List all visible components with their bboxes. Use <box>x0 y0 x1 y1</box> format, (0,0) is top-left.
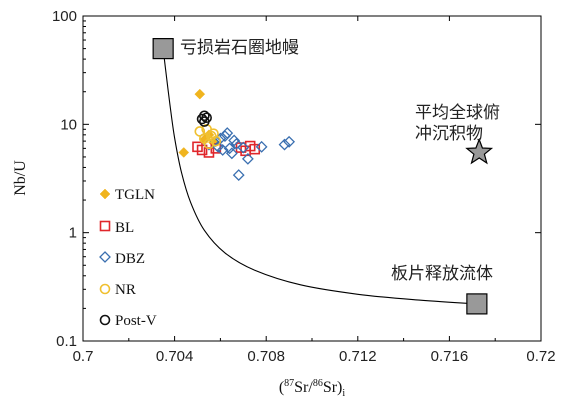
legend-markers <box>99 188 111 326</box>
mixing-curve-layer <box>162 48 477 305</box>
y-tick-label: 0.1 <box>56 333 77 350</box>
point-dbz <box>221 127 234 140</box>
legend-marker-nr <box>99 283 111 295</box>
plot-area <box>82 15 542 342</box>
point-dbz <box>283 135 296 148</box>
legend-marker-dbz <box>99 251 111 263</box>
y-axis-title: Nb/U <box>12 160 29 196</box>
x-title-sup1: 87 <box>284 378 294 389</box>
point-dbz <box>232 169 245 182</box>
point-dbz <box>237 141 250 154</box>
x-tick-label: 0.704 <box>156 348 194 365</box>
x-axis-title: (87Sr/86Sr)i <box>279 378 346 399</box>
x-tick-label: 0.716 <box>431 348 469 365</box>
point-dbz <box>216 144 229 156</box>
point-tgln <box>178 147 190 158</box>
point-dbz <box>228 134 241 147</box>
annotation-sediment-line1: 平均全球俯 <box>415 103 500 123</box>
point-dbz <box>255 140 268 153</box>
legend-label-dbz: DBZ <box>115 251 145 267</box>
legend-marker-bl <box>99 220 111 232</box>
legend-label-tgln: TGLN <box>115 187 155 203</box>
point-tgln <box>194 88 206 100</box>
point-dbz <box>230 137 243 150</box>
annotation-depleted-mantle: 亏损岩石圈地幔 <box>180 38 299 58</box>
x-title-open: ( <box>279 379 284 396</box>
data-points <box>178 88 296 182</box>
x-title-close: Sr) <box>323 379 343 396</box>
end-member-markers <box>152 38 494 315</box>
point-nr <box>210 135 222 147</box>
point-post-v <box>199 116 210 127</box>
annotation-sediment-line2: 冲沉积物 <box>415 124 483 144</box>
y-tick-label: 100 <box>52 8 77 25</box>
x-title-sub: i <box>342 388 345 399</box>
x-title-mid: Sr/ <box>294 379 313 396</box>
annotation-slab-fluid: 板片释放流体 <box>391 264 493 284</box>
x-tick-label: 0.7 <box>73 348 94 365</box>
y-tick-label: 1 <box>69 225 77 242</box>
point-post-v <box>199 110 210 122</box>
point-dbz <box>278 138 291 151</box>
legend-label-nr: NR <box>115 282 136 298</box>
x-tick-label: 0.72 <box>526 348 555 365</box>
end-member-slab-fluid <box>466 293 488 315</box>
legend: TGLN BL DBZ NR Post-V <box>99 187 157 329</box>
legend-label-postv: Post-V <box>115 313 157 329</box>
point-dbz <box>223 142 236 155</box>
x-title-sup2: 86 <box>313 378 323 389</box>
legend-label-bl: BL <box>115 220 134 236</box>
mixing-curve <box>162 48 477 305</box>
y-tick-label: 10 <box>60 116 77 133</box>
legend-marker-tgln <box>99 188 111 200</box>
point-nr <box>208 128 219 139</box>
x-tick-label: 0.708 <box>247 348 285 365</box>
end-member-subducted-sediment-star <box>465 137 494 165</box>
point-bl <box>196 144 208 156</box>
point-dbz <box>219 130 231 142</box>
point-dbz <box>241 152 254 165</box>
axis-ticks: 0.7 0.704 0.708 0.712 0.716 0.72 100 10 1 0.1 <box>52 8 556 365</box>
point-dbz <box>225 147 238 160</box>
x-tick-label: 0.712 <box>339 348 377 365</box>
legend-marker-post-v <box>99 314 111 326</box>
end-member-depleted-mantle <box>152 38 174 60</box>
